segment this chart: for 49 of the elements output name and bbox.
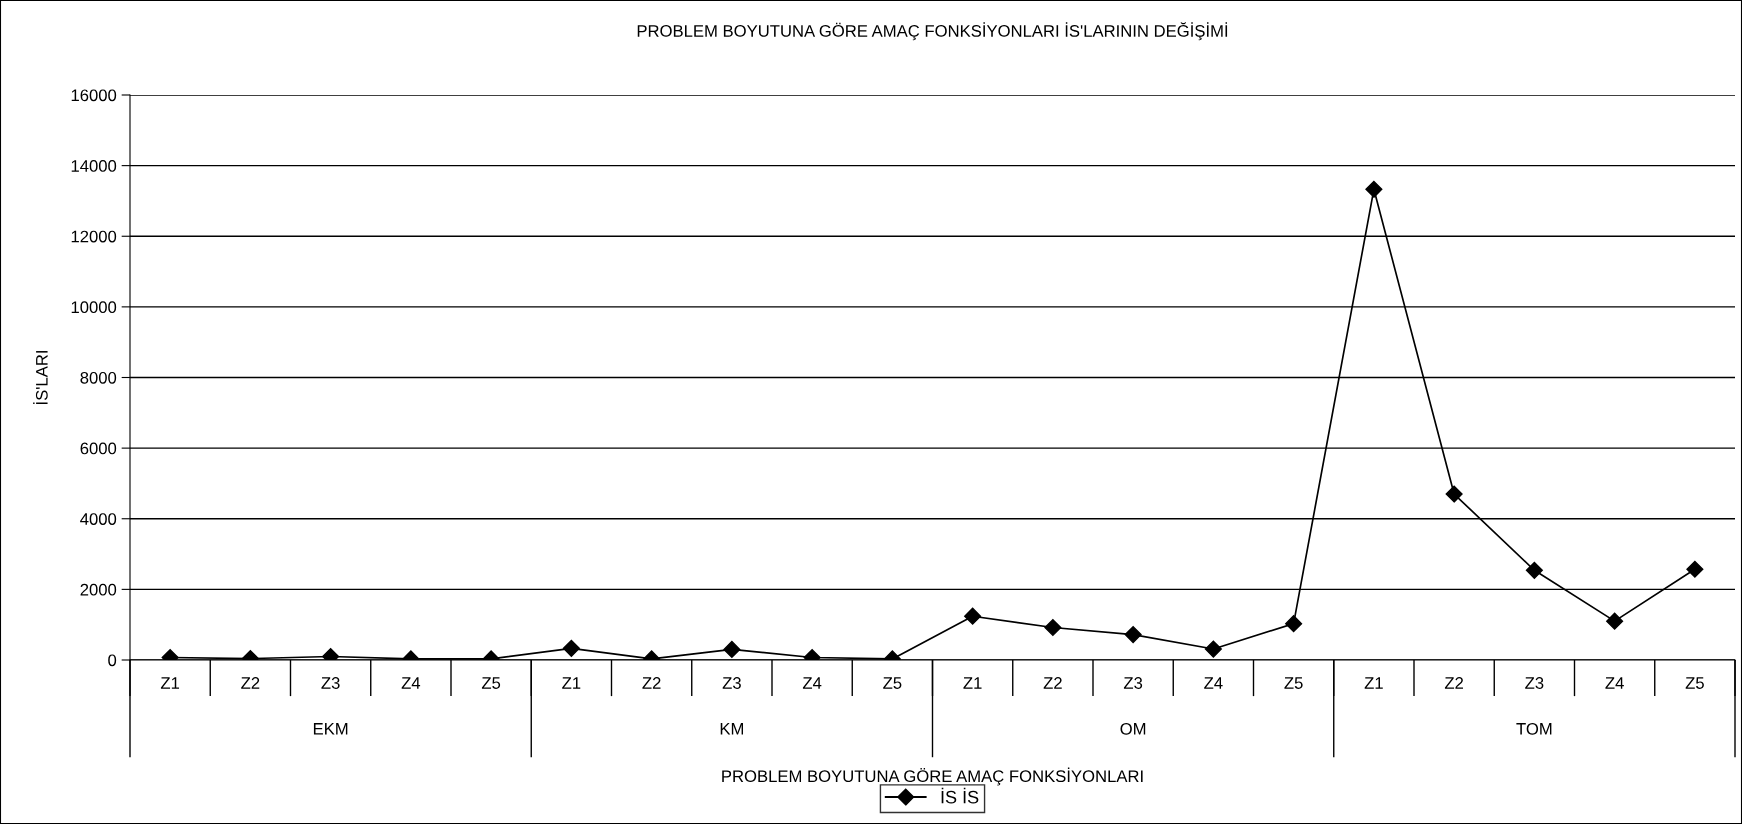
y-tick-label: 2000 (80, 583, 117, 596)
x-tick-label: Z2 (1444, 677, 1464, 689)
y-tick-label: 0 (108, 654, 117, 667)
x-tick-label: Z1 (1364, 677, 1383, 689)
x-tick-label: Z3 (1525, 677, 1544, 689)
point (1044, 618, 1062, 637)
text: EKM (313, 723, 348, 735)
x-tick-label: Z1 (562, 677, 581, 689)
point (1365, 180, 1383, 198)
x-tick-label: Z5 (1284, 677, 1303, 689)
point (1204, 640, 1222, 658)
text: TOM (1516, 722, 1552, 735)
y-tick-label: 4000 (80, 513, 117, 525)
x-tick-label: Z4 (1605, 677, 1624, 689)
x-tick-label: Z5 (1685, 677, 1704, 689)
point (964, 607, 982, 625)
y-tick-label: 16000 (71, 89, 117, 102)
x-tick-label: Z2 (642, 677, 661, 689)
legend-label: İS İS (941, 787, 979, 804)
x-axis-title: PROBLEM BOYUTUNA GÖRE AMAÇ FONKSİYONLARI (722, 767, 1143, 786)
point (1445, 485, 1463, 503)
point (1525, 561, 1543, 579)
point (1686, 560, 1704, 578)
x-tick-label: Z1 (160, 677, 180, 689)
point (723, 640, 741, 658)
x-tick-label: Z3 (722, 677, 741, 689)
x-tick-label: Z5 (883, 677, 902, 689)
point (1124, 626, 1142, 644)
x-tick-label: Z1 (963, 677, 982, 689)
point (1606, 612, 1624, 630)
text: OM (1120, 722, 1146, 735)
x-tick-label: Z2 (241, 677, 260, 689)
x-tick-label: Z4 (802, 677, 822, 689)
x-tick-label: Z4 (1204, 677, 1223, 689)
y-tick-label: 14000 (71, 160, 117, 172)
x-tick-label: Z3 (321, 677, 340, 689)
x-tick-label: Z4 (401, 677, 421, 689)
y-tick-label: 10000 (71, 301, 117, 314)
point (562, 639, 580, 657)
y-tick-label: 12000 (71, 230, 117, 243)
chart-title: PROBLEM BOYUTUNA GÖRE AMAÇ FONKSİYONLARI İS'LARININ DEĞİŞİMİ (637, 22, 1228, 41)
y-tick-label: 6000 (80, 442, 117, 455)
x-tick-label: Z3 (1123, 677, 1143, 689)
point (1285, 615, 1303, 633)
y-tick-label: 8000 (80, 371, 117, 384)
x-tick-label: Z5 (481, 677, 501, 689)
text: KM (720, 723, 744, 735)
x-tick-label: Z2 (1043, 677, 1062, 689)
y-axis-title: İS'LARI (33, 351, 48, 404)
